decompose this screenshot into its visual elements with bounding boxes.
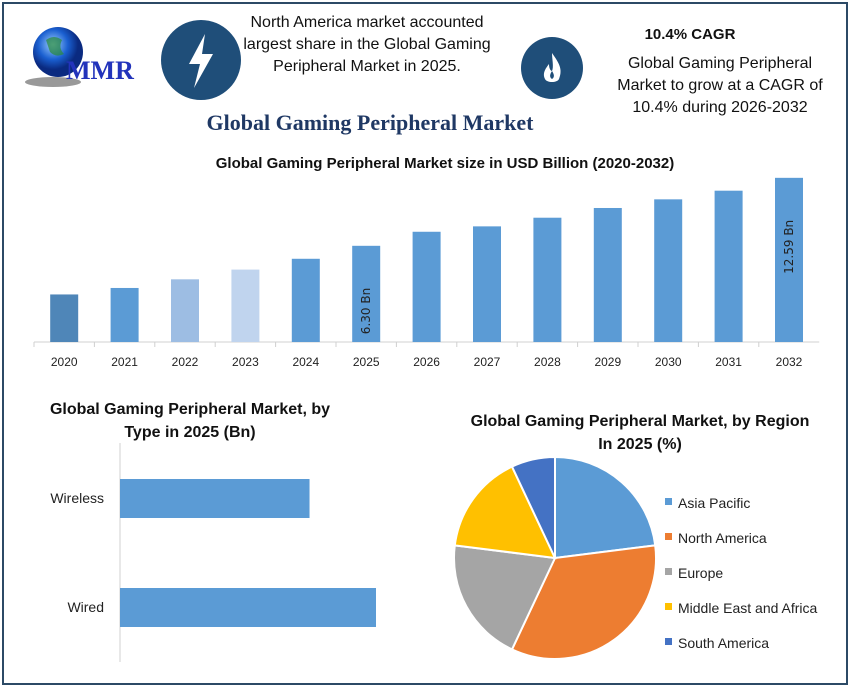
bar-2024 [291,258,320,342]
x-tick-label: 2020 [51,355,78,369]
bar-2026 [412,231,441,342]
lightning-icon [161,20,241,100]
category-label: Wired [67,599,104,615]
bar-chart: 2020 2021 2022 2023 2024 2025 6.30 Bn 2026 2027 2… [33,177,820,369]
legend-label: Asia Pacific [678,495,750,511]
type-bar-chart: Wireless Wired [50,443,376,662]
cagr-title: 10.4% CAGR [644,26,736,43]
legend-label: Middle East and Africa [678,600,818,616]
x-tick-label: 2025 [353,355,380,369]
bar-2031 [714,190,743,342]
x-tick-label: 2026 [413,355,440,369]
bar-chart-title: Global Gaming Peripheral Market size in … [215,155,675,172]
x-tick-label: 2024 [292,355,319,369]
bar-wireless [120,479,310,518]
bar-2020 [50,294,79,342]
globe-icon [25,27,83,87]
flame-icon [521,37,583,99]
slice-europe [453,544,557,651]
legend-swatch [665,533,672,540]
legend-label: North America [678,530,767,546]
bar-2030 [654,199,683,342]
x-tick-label: 2023 [232,355,259,369]
legend-label: South America [678,635,769,651]
legend-swatch [665,568,672,575]
x-tick-label: 2022 [172,355,199,369]
data-label: 6.30 Bn [359,288,373,334]
bar-2027 [473,226,501,342]
north-america-note: North America market accounted largest s… [243,14,491,75]
x-tick-label: 2031 [715,355,742,369]
x-tick-label: 2027 [474,355,501,369]
bar-2025 [352,245,381,342]
cagr-note: Global Gaming Peripheral Market to grow … [617,55,823,116]
region-chart-title: Global Gaming Peripheral Market, by Regi… [470,413,810,453]
bar-2022 [171,279,199,342]
x-tick-label: 2029 [594,355,621,369]
bar-2023 [231,269,260,342]
slice-middle-east-and-africa [453,465,557,560]
x-tick-label: 2021 [111,355,138,369]
mmr-logo: MMR [18,20,158,90]
data-label: 12.59 Bn [782,220,796,274]
main-title: Global Gaming Peripheral Market [206,110,534,135]
bar-2021 [110,287,139,342]
bar-wired [120,588,376,627]
bar-2029 [593,207,622,342]
logo-text: MMR [66,56,134,85]
legend-swatch [665,638,672,645]
legend-swatch [665,603,672,610]
x-tick-label: 2030 [655,355,682,369]
bar-2032 [775,177,803,342]
category-label: Wireless [50,490,104,506]
x-tick-label: 2028 [534,355,561,369]
slice-asia-pacific [554,455,657,560]
bar-2028 [533,217,562,342]
slice-south-america [510,455,556,559]
type-chart-title: Global Gaming Peripheral Market, by Type… [49,401,331,441]
x-tick-label: 2032 [776,355,803,369]
legend-swatch [665,498,672,505]
legend-label: Europe [678,565,723,581]
